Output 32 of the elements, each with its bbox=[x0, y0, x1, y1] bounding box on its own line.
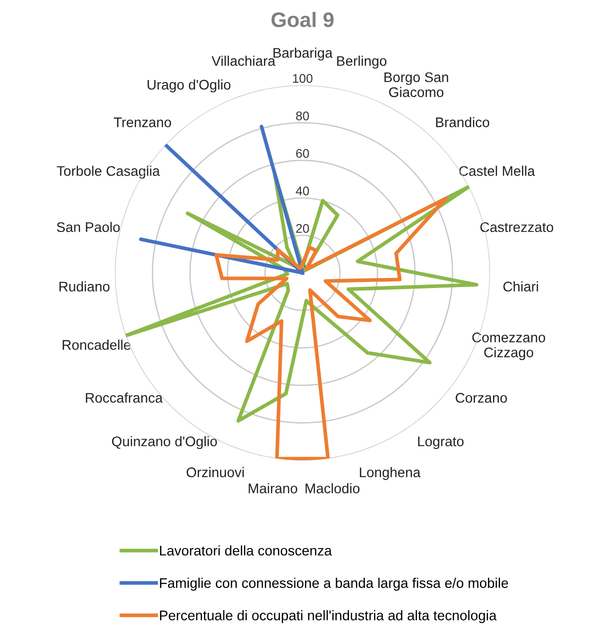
legend-label: Lavoratori della conoscenza bbox=[160, 545, 332, 556]
y-tick-label: 40 bbox=[296, 186, 309, 196]
y-tick-label: 20 bbox=[296, 224, 309, 233]
y-tick-label: 80 bbox=[296, 111, 309, 120]
spoke-label: Chiari bbox=[503, 281, 538, 292]
spoke-label: Trenzano bbox=[114, 118, 172, 128]
spoke-label: Urago d'Oglio bbox=[148, 79, 230, 92]
spoke-label: Berlingo bbox=[337, 56, 386, 69]
spoke-label: Roncadelle bbox=[62, 340, 130, 350]
spoke-label: San Paolo bbox=[56, 222, 120, 232]
spoke-label: Barbariga bbox=[274, 48, 333, 61]
y-tick-label: 100 bbox=[293, 74, 312, 83]
spoke-label: Roccafranca bbox=[86, 392, 163, 403]
spoke-label: Corzano bbox=[456, 392, 507, 403]
legend-label: Percentuale di occupati nell'industria ad alta tecnologia bbox=[160, 610, 497, 624]
spoke-label: Brandico bbox=[436, 117, 490, 128]
spoke-label: Comezzano Cizzago bbox=[472, 332, 546, 360]
spoke-label: Mairano bbox=[248, 483, 298, 494]
spoke-label: Castel Mella bbox=[459, 166, 535, 176]
spoke-label: Castrezzato bbox=[480, 222, 554, 232]
chart-title: Goal 9 bbox=[272, 12, 334, 28]
spoke-label: Torbole Casaglia bbox=[56, 166, 160, 179]
spoke-label: Borgo San Giacomo bbox=[384, 72, 448, 98]
y-tick-label: 60 bbox=[296, 149, 309, 158]
spoke-label: Quinzano d'Oglio bbox=[112, 436, 217, 450]
spoke-label: Orzinuovi bbox=[186, 467, 244, 478]
spoke-label: Lograto bbox=[418, 436, 464, 450]
spoke-label: Longhena bbox=[360, 467, 421, 480]
legend-label: Famiglie con connessione a banda larga fissa e/o mobile bbox=[160, 578, 508, 591]
spoke-label: Rudiano bbox=[59, 281, 110, 292]
spoke-label: Maclodio bbox=[306, 483, 360, 494]
spoke-label: Villachiara bbox=[212, 56, 276, 66]
